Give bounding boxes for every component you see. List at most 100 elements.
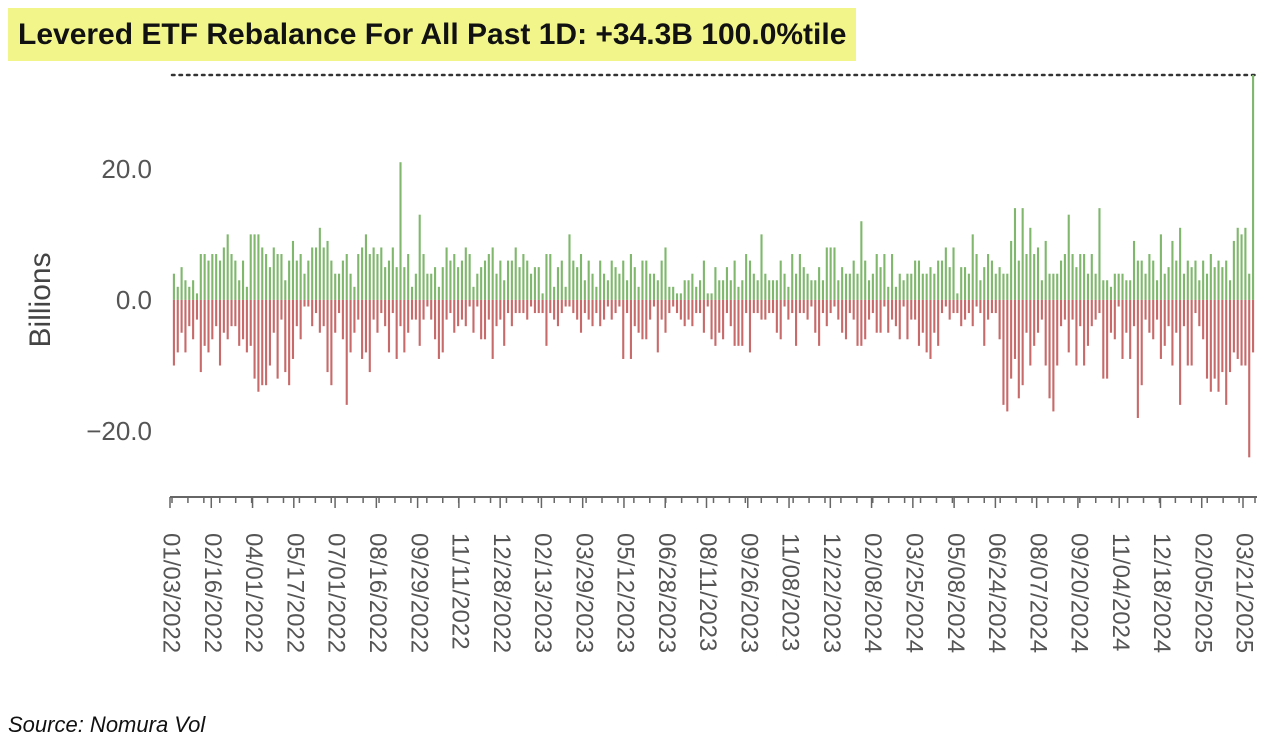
bar-positive <box>195 293 199 300</box>
bar-positive <box>963 267 967 300</box>
bar-positive <box>1232 240 1235 300</box>
bar-negative <box>998 299 1001 340</box>
bar-positive <box>798 254 801 300</box>
bar-positive <box>887 286 890 300</box>
bar-negative <box>1221 299 1224 373</box>
bar-positive <box>656 280 659 300</box>
bar-positive <box>307 260 310 300</box>
bar-positive <box>345 254 348 300</box>
bar-negative <box>476 299 479 307</box>
bar-positive <box>576 267 579 300</box>
bar-positive <box>426 273 429 300</box>
bar-negative <box>545 299 548 346</box>
x-tick-label: 12/18/2024 <box>1148 533 1175 653</box>
bar-positive <box>1171 240 1174 300</box>
bar-positive <box>633 267 636 300</box>
bar-positive <box>430 273 433 300</box>
bar-negative <box>1132 299 1136 327</box>
bar-positive <box>841 267 844 300</box>
bar-positive <box>837 280 840 300</box>
bar-positive <box>437 286 440 300</box>
bar-positive <box>384 267 387 300</box>
bar-negative <box>1083 299 1086 366</box>
bar-positive <box>1090 254 1093 300</box>
x-tick-label: 03/25/2024 <box>901 533 928 653</box>
bar-negative <box>380 299 383 314</box>
bar-positive <box>629 254 632 300</box>
x-tick-label: 05/17/2022 <box>281 533 308 653</box>
bar-positive <box>245 286 248 300</box>
bar-positive <box>821 280 825 300</box>
bar-positive <box>1144 273 1147 300</box>
bar-negative <box>376 299 379 333</box>
bar-negative <box>664 299 667 333</box>
bar-negative <box>1052 299 1055 412</box>
bar-positive <box>1221 267 1224 300</box>
bar-negative <box>902 299 905 307</box>
bar-positive <box>967 273 970 300</box>
bar-positive <box>706 293 709 300</box>
bar-negative <box>702 299 705 333</box>
bar-positive <box>464 247 467 300</box>
bar-positive <box>1167 267 1170 300</box>
bar-negative <box>783 299 786 307</box>
bar-positive <box>192 280 195 300</box>
x-tick-label: 11/04/2024 <box>1107 533 1134 651</box>
bar-negative <box>499 299 502 320</box>
bar-positive <box>1156 280 1159 300</box>
bar-positive <box>226 234 229 300</box>
bar-positive <box>265 254 268 300</box>
bar-positive <box>1098 208 1101 300</box>
bar-positive <box>403 267 406 300</box>
bar-negative <box>410 299 414 320</box>
bar-negative <box>775 299 778 333</box>
bar-negative <box>188 299 191 327</box>
bar-negative <box>387 299 391 353</box>
bar-positive <box>599 260 602 300</box>
bar-negative <box>795 299 798 346</box>
bar-positive <box>1148 254 1151 300</box>
bar-negative <box>629 299 632 359</box>
bar-positive <box>902 280 905 300</box>
bar-negative <box>284 299 287 373</box>
bar-positive <box>499 260 502 300</box>
bar-positive <box>291 240 295 300</box>
bar-positive <box>395 267 398 300</box>
bar-positive <box>672 286 675 300</box>
bar-negative <box>1044 299 1047 366</box>
bar-negative <box>722 299 725 340</box>
bar-positive <box>579 254 583 300</box>
bar-negative <box>1167 299 1170 327</box>
bar-positive <box>844 273 848 300</box>
bar-positive <box>295 260 298 300</box>
bar-positive <box>879 267 882 300</box>
bar-negative <box>491 299 494 359</box>
bar-positive <box>722 280 725 300</box>
bar-negative <box>748 299 752 353</box>
bar-negative <box>848 299 851 314</box>
bar-negative <box>660 299 663 320</box>
bar-positive <box>860 221 863 300</box>
bar-positive <box>929 267 932 300</box>
bar-positive <box>176 286 179 300</box>
bar-negative <box>756 299 759 314</box>
bar-negative <box>990 299 993 314</box>
bar-positive <box>334 273 337 300</box>
bar-negative <box>372 299 375 320</box>
bar-positive <box>506 260 510 300</box>
bar-positive <box>818 267 821 300</box>
bar-negative <box>963 299 967 320</box>
bar-positive <box>610 260 613 300</box>
bar-positive <box>883 254 886 300</box>
bar-negative <box>506 299 510 314</box>
bar-negative <box>1179 299 1182 405</box>
bar-negative <box>407 299 410 333</box>
bar-positive <box>910 273 913 300</box>
bar-positive <box>284 280 287 300</box>
bar-positive <box>649 273 652 300</box>
bar-negative <box>457 299 460 327</box>
bar-positive <box>718 280 721 300</box>
bar-positive <box>468 254 471 300</box>
bar-negative <box>441 299 444 353</box>
bar-positive <box>1071 254 1074 300</box>
